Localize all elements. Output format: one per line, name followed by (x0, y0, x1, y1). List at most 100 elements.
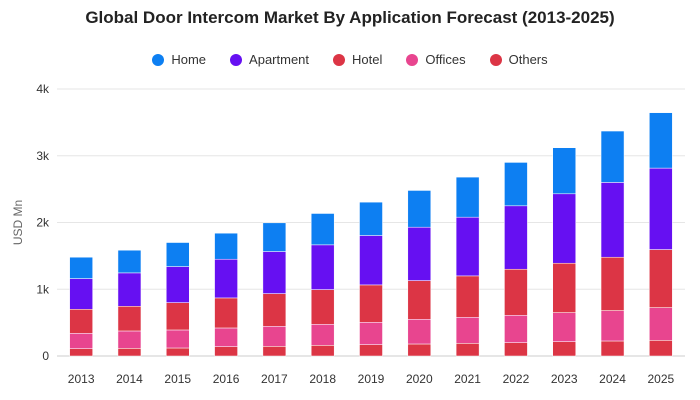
x-tick-label-2024: 2024 (599, 372, 626, 386)
bar-apartment-2013 (69, 278, 93, 310)
bar-others-2016 (214, 346, 238, 357)
y-tick-label-2k: 2k (36, 216, 50, 230)
bar-hotel-2015 (166, 302, 190, 331)
x-tick-label-2015: 2015 (164, 372, 191, 386)
bar-apartment-2020 (407, 226, 432, 281)
bar-others-2017 (262, 346, 287, 357)
bar-others-2015 (166, 347, 190, 357)
bar-hotel-2023 (552, 262, 576, 313)
bar-others-2014 (117, 348, 142, 357)
chart-title: Global Door Intercom Market By Applicati… (85, 8, 615, 27)
bar-hotel-2016 (214, 297, 238, 329)
x-tick-label-2016: 2016 (213, 372, 240, 386)
bar-others-2024 (600, 340, 625, 357)
bar-home-2024 (600, 130, 625, 183)
chart-legend: Home Apartment Hotel Offices Others (0, 52, 700, 67)
bar-offices-2024 (600, 310, 625, 342)
bar-hotel-2021 (455, 275, 480, 318)
x-tick-label-2018: 2018 (309, 372, 336, 386)
legend-swatch-others (489, 53, 502, 66)
bar-offices-2022 (504, 315, 528, 343)
legend-label-hotel: Hotel (352, 52, 383, 67)
bar-offices-2014 (117, 330, 142, 349)
bar-others-2021 (455, 343, 480, 357)
bar-apartment-2017 (262, 251, 287, 294)
bar-apartment-2024 (600, 182, 625, 258)
bar-apartment-2022 (504, 205, 528, 270)
bar-hotel-2013 (69, 309, 93, 334)
bar-apartment-2023 (552, 193, 576, 264)
legend-item-offices[interactable]: Offices (406, 52, 466, 67)
bar-hotel-2022 (504, 268, 528, 316)
bar-hotel-2025 (649, 249, 673, 308)
bar-home-2021 (455, 176, 480, 218)
bar-hotel-2019 (359, 284, 383, 323)
x-tick-label-2023: 2023 (551, 372, 578, 386)
legend-item-home[interactable]: Home (152, 52, 206, 67)
bar-others-2020 (407, 343, 432, 357)
bar-home-2016 (214, 232, 238, 260)
x-tick-label-2022: 2022 (503, 372, 530, 386)
bar-offices-2025 (649, 307, 673, 341)
bar-home-2025 (649, 112, 673, 169)
bar-hotel-2024 (600, 256, 625, 311)
legend-swatch-hotel (333, 53, 346, 66)
bar-home-2019 (359, 201, 383, 236)
bar-offices-2020 (407, 319, 432, 345)
legend-item-others[interactable]: Others (489, 52, 548, 67)
bar-others-2018 (310, 345, 335, 357)
x-tick-label-2025: 2025 (647, 372, 674, 386)
bar-home-2020 (407, 190, 432, 228)
x-tick-label-2017: 2017 (261, 372, 288, 386)
bar-others-2025 (649, 340, 673, 357)
bar-home-2015 (166, 242, 190, 267)
bar-offices-2015 (166, 329, 190, 349)
legend-swatch-home (152, 53, 165, 66)
bar-home-2018 (310, 213, 335, 246)
bar-apartment-2016 (214, 258, 238, 299)
x-tick-label-2014: 2014 (116, 372, 143, 386)
bar-offices-2018 (310, 324, 335, 346)
bar-home-2013 (69, 256, 93, 279)
bar-home-2022 (504, 162, 528, 207)
y-tick-label-0: 0 (42, 349, 49, 363)
bar-apartment-2015 (166, 266, 190, 303)
bar-offices-2021 (455, 317, 480, 344)
bar-apartment-2021 (455, 216, 480, 277)
y-axis-title: USD Mn (11, 200, 25, 245)
bar-apartment-2014 (117, 272, 142, 307)
legend-label-apartment: Apartment (249, 52, 310, 67)
bar-others-2023 (552, 341, 576, 357)
bar-offices-2019 (359, 322, 383, 345)
bar-others-2013 (69, 348, 93, 357)
bar-hotel-2018 (310, 289, 335, 325)
bar-offices-2016 (214, 327, 238, 347)
legend-label-home: Home (171, 52, 207, 67)
bar-home-2017 (262, 222, 287, 252)
bar-hotel-2017 (262, 293, 287, 327)
legend-swatch-apartment (230, 53, 243, 66)
bar-home-2014 (117, 249, 142, 274)
bar-apartment-2025 (649, 167, 673, 250)
bar-hotel-2020 (407, 280, 432, 320)
bar-hotel-2014 (117, 306, 142, 332)
legend-swatch-offices (406, 53, 419, 66)
bar-offices-2023 (552, 312, 576, 342)
x-tick-label-2019: 2019 (358, 372, 385, 386)
bar-others-2019 (359, 344, 383, 357)
legend-label-offices: Offices (425, 52, 466, 67)
legend-item-hotel[interactable]: Hotel (333, 52, 382, 67)
legend-label-others: Others (508, 52, 548, 67)
x-tick-label-2013: 2013 (68, 372, 95, 386)
y-tick-label-1k: 1k (36, 282, 50, 296)
bar-offices-2017 (262, 326, 287, 347)
y-tick-label-3k: 3k (36, 149, 50, 163)
y-tick-label-4k: 4k (36, 82, 50, 96)
bar-others-2022 (504, 342, 528, 357)
x-tick-label-2021: 2021 (454, 372, 481, 386)
legend-item-apartment[interactable]: Apartment (230, 52, 309, 67)
bar-apartment-2019 (359, 235, 383, 286)
x-tick-label-2020: 2020 (406, 372, 433, 386)
